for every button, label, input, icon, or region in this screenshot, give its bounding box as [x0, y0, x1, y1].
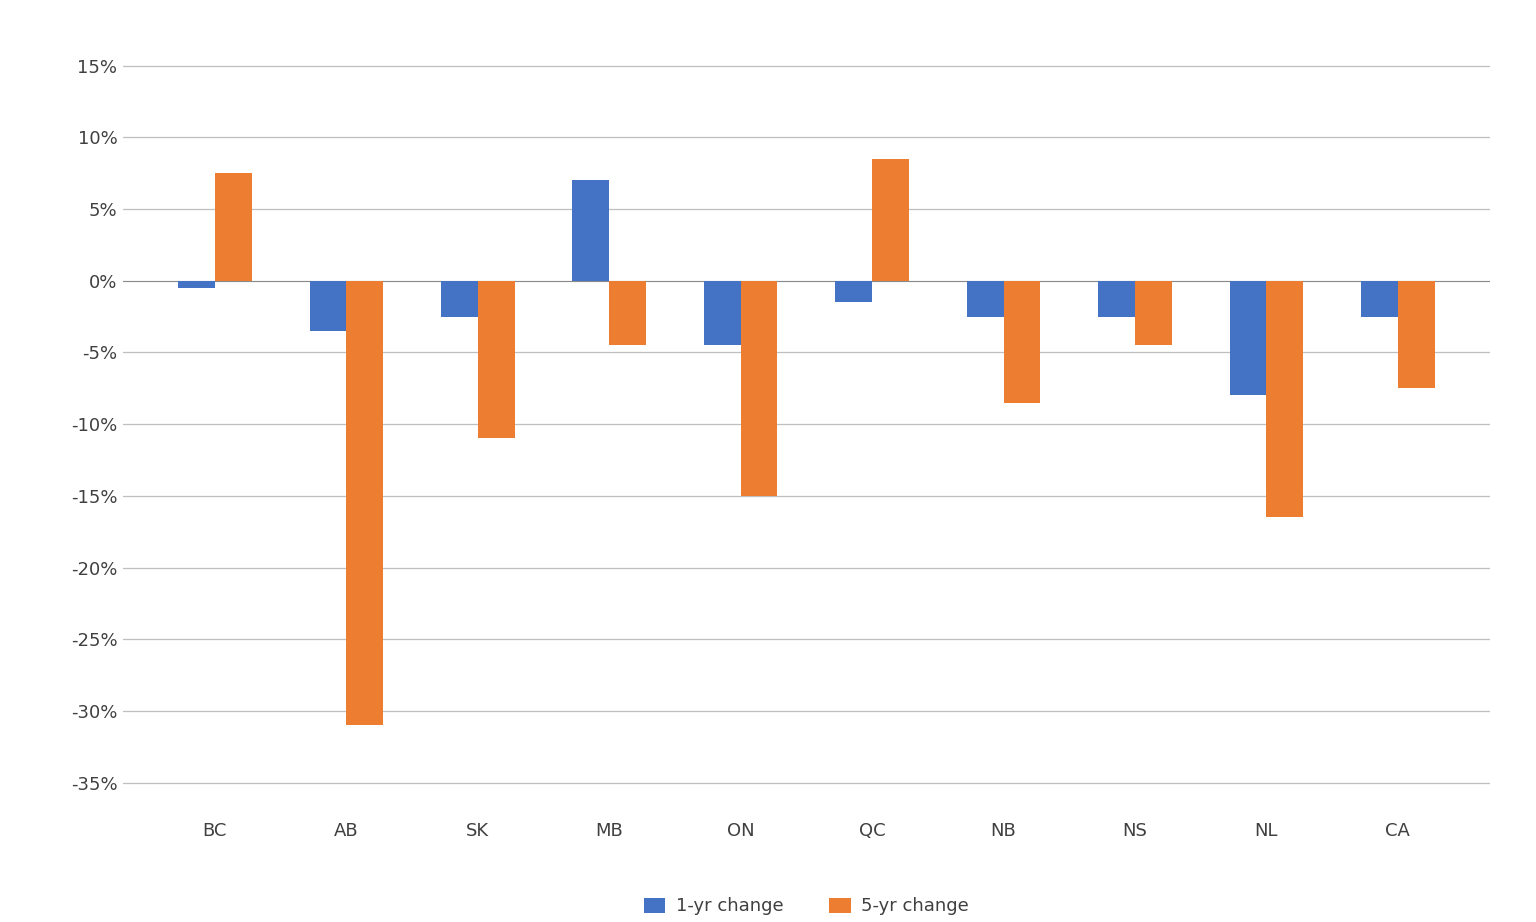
Bar — [1003, 280, 1040, 403]
Bar — [1267, 280, 1303, 517]
Bar — [178, 280, 215, 288]
Bar — [215, 173, 252, 280]
Legend: 1-yr change, 5-yr change: 1-yr change, 5-yr change — [636, 890, 977, 922]
Bar — [836, 280, 872, 302]
Bar — [573, 181, 610, 280]
Bar — [610, 280, 647, 345]
Bar — [310, 280, 346, 331]
Bar — [1398, 280, 1435, 388]
Bar — [441, 280, 478, 316]
Bar — [1135, 280, 1172, 345]
Bar — [703, 280, 740, 345]
Bar — [346, 280, 382, 726]
Bar — [872, 159, 909, 280]
Bar — [966, 280, 1003, 316]
Bar — [740, 280, 777, 496]
Bar — [1361, 280, 1398, 316]
Bar — [1230, 280, 1267, 396]
Bar — [478, 280, 515, 439]
Bar — [1098, 280, 1135, 316]
